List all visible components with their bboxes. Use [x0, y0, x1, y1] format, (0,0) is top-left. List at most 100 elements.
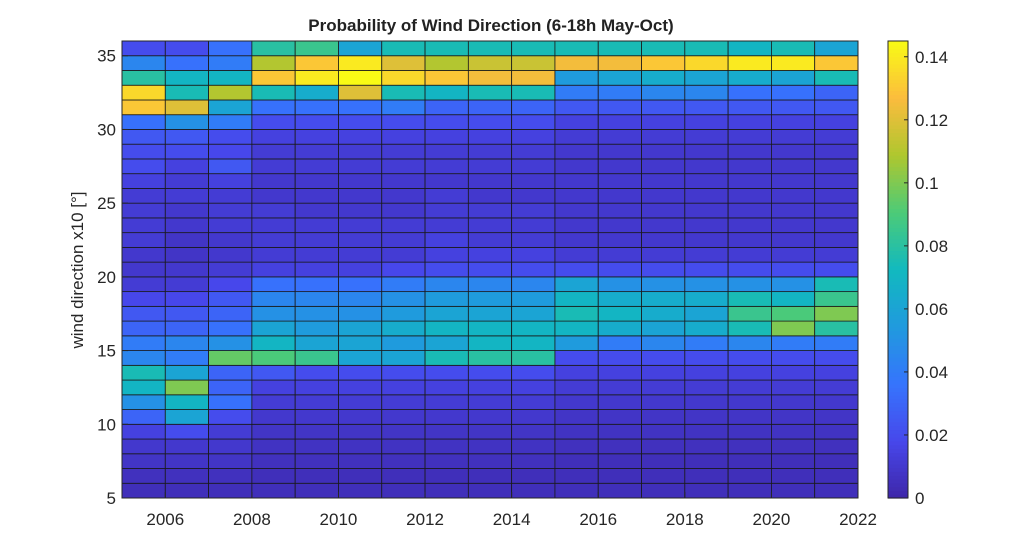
heatmap-cell	[467, 202, 513, 219]
colorbar-segment	[888, 379, 908, 385]
colorbar-segment	[888, 494, 908, 499]
heatmap-cell	[814, 482, 859, 499]
heatmap-cell	[814, 217, 859, 234]
colorbar-segment	[888, 128, 908, 133]
heatmap-cell	[338, 84, 383, 101]
heatmap-cell	[164, 202, 209, 219]
heatmap-cell	[814, 173, 859, 189]
heatmap-cell	[467, 350, 513, 366]
heatmap-cell	[208, 453, 253, 469]
heatmap-cell	[251, 84, 296, 101]
colorbar-segment	[888, 456, 908, 461]
x-tick-label: 2020	[752, 510, 790, 529]
heatmap-cell	[381, 158, 426, 175]
heatmap-cell	[338, 438, 383, 455]
colorbar-segment	[888, 345, 908, 351]
heatmap-cell	[511, 335, 556, 351]
heatmap-cell	[424, 409, 469, 425]
heatmap-cell	[251, 320, 296, 337]
heatmap-cell	[641, 350, 686, 366]
heatmap-cell	[338, 291, 383, 307]
heatmap-cell	[597, 70, 642, 86]
colorbar-segment	[888, 444, 908, 450]
heatmap-cells	[121, 40, 859, 499]
heatmap-cell	[164, 99, 209, 116]
colorbar-segment	[888, 227, 908, 233]
heatmap-cell	[727, 129, 772, 145]
heatmap-cell	[814, 84, 859, 101]
heatmap-cell	[381, 99, 426, 116]
heatmap-cell	[424, 291, 469, 307]
colorbar-tick-label: 0	[915, 489, 924, 508]
heatmap-cell	[208, 305, 253, 322]
heatmap-cell	[727, 40, 772, 57]
heatmap-cell	[597, 99, 642, 116]
colorbar-segment	[888, 322, 908, 328]
colorbar-segment	[888, 402, 908, 408]
colorbar-segment	[888, 368, 908, 373]
heatmap-cell	[424, 261, 469, 278]
heatmap-cell	[121, 129, 166, 145]
heatmap-cell	[467, 468, 513, 484]
heatmap-cell	[597, 394, 642, 410]
colorbar-segment	[888, 383, 908, 389]
heatmap-cell	[208, 438, 253, 455]
heatmap-cell	[164, 143, 209, 160]
heatmap-cell	[771, 364, 816, 381]
heatmap-cell	[164, 246, 209, 263]
heatmap-cell	[164, 84, 209, 101]
heatmap-cell	[727, 305, 772, 322]
colorbar-segment	[888, 315, 908, 320]
colorbar-segment	[888, 467, 908, 472]
heatmap-cell	[294, 217, 339, 234]
heatmap-cell	[511, 276, 556, 293]
heatmap-cell	[554, 129, 599, 145]
heatmap-cell	[251, 438, 296, 455]
heatmap-cell	[381, 129, 426, 145]
heatmap-cell	[251, 394, 296, 410]
colorbar-segment	[888, 414, 908, 419]
heatmap-cell	[424, 438, 469, 455]
heatmap-cell	[121, 246, 166, 263]
heatmap-cell	[771, 453, 816, 469]
heatmap-cell	[814, 364, 859, 381]
heatmap-cell	[251, 409, 296, 425]
heatmap-cell	[424, 217, 469, 234]
heatmap-cell	[641, 55, 686, 71]
colorbar-segment	[888, 334, 908, 339]
colorbar-segment	[888, 406, 908, 412]
heatmap-cell	[467, 246, 513, 263]
colorbar-segment	[888, 174, 908, 179]
colorbar-segment	[888, 166, 908, 172]
heatmap-cell	[208, 70, 253, 86]
heatmap-cell	[164, 320, 209, 337]
heatmap-cell	[727, 99, 772, 116]
heatmap-cell	[511, 409, 556, 425]
heatmap-cell	[511, 320, 556, 337]
heatmap-cell	[597, 438, 642, 455]
heatmap-cell	[424, 320, 469, 337]
colorbar: 0 0.02 0.04 0.06 0.08 0.1 0.12 0.14	[887, 40, 948, 508]
heatmap-cell	[467, 305, 513, 322]
heatmap-cell	[771, 261, 816, 278]
colorbar-segment	[888, 292, 908, 297]
heatmap-cell	[814, 276, 859, 293]
colorbar-segment	[888, 147, 908, 153]
x-tick-label: 2018	[666, 510, 704, 529]
heatmap-cell	[814, 232, 859, 248]
heatmap-cell	[511, 423, 556, 440]
heatmap-cell	[554, 114, 599, 130]
heatmap-cell	[424, 40, 469, 57]
heatmap-cell	[511, 305, 556, 322]
heatmap-cell	[338, 99, 383, 116]
colorbar-segment	[888, 463, 908, 469]
heatmap-cell	[121, 453, 166, 469]
heatmap-cell	[511, 468, 556, 484]
heatmap-cell	[381, 232, 426, 248]
heatmap-cell	[294, 158, 339, 175]
heatmap-cell	[597, 335, 642, 351]
heatmap-cell	[121, 188, 166, 204]
heatmap-cell	[597, 409, 642, 425]
heatmap-cell	[121, 84, 166, 101]
heatmap-cell	[251, 173, 296, 189]
